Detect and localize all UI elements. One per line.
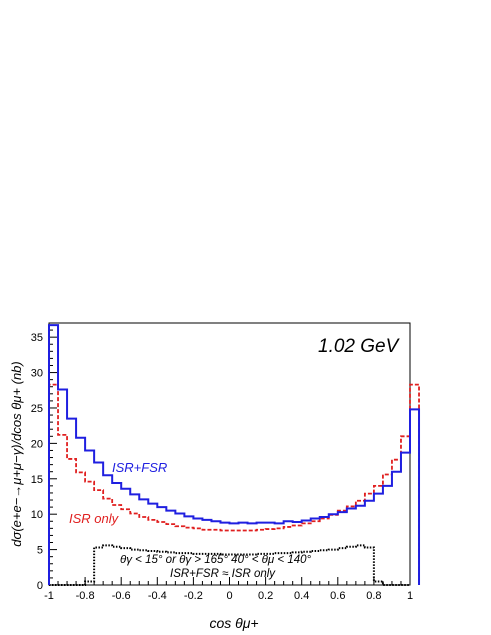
x-tick-label: -0.6 [112, 590, 131, 602]
x-tick-label: 0 [226, 590, 232, 602]
x-tick-label: 1 [407, 590, 413, 602]
series-isr-fsr [48, 324, 421, 585]
y-tick-label: 10 [31, 509, 43, 521]
y-tick-label: 20 [31, 438, 43, 450]
cuts-label: θγ < 15° or θγ > 165° 40° < θμ < 140° [120, 554, 312, 566]
y-tick-label: 30 [31, 368, 43, 380]
series-isr-only [48, 383, 420, 585]
x-tick-label: -0.2 [184, 590, 203, 602]
x-tick-label: 0.4 [294, 590, 309, 602]
y-tick-label: 0 [37, 580, 43, 592]
x-tick-label: -1 [44, 590, 54, 602]
x-axis-label: cos θμ+ [209, 615, 258, 631]
isr-fsr-label: ISR+FSR [112, 460, 167, 475]
isr-only-label: ISR only [69, 511, 120, 526]
y-tick-label: 35 [31, 332, 43, 344]
x-tick-label: -0.4 [148, 590, 167, 602]
x-tick-label: 0.8 [366, 590, 381, 602]
y-tick-label: 5 [37, 545, 43, 557]
x-tick-label: 0.2 [258, 590, 273, 602]
cuts-relation-label: ISR+FSR ≈ ISR only [170, 568, 276, 580]
y-tick-label: 25 [31, 403, 43, 415]
y-axis-label: dσ(e+e−→μ+μ−γ)/dcos θμ+ (nb) [9, 361, 24, 546]
x-tick-label: -0.8 [76, 590, 95, 602]
x-tick-label: 0.6 [330, 590, 345, 602]
y-tick-label: 15 [31, 474, 43, 486]
energy-label: 1.02 GeV [318, 336, 401, 357]
series-cut [49, 544, 410, 586]
